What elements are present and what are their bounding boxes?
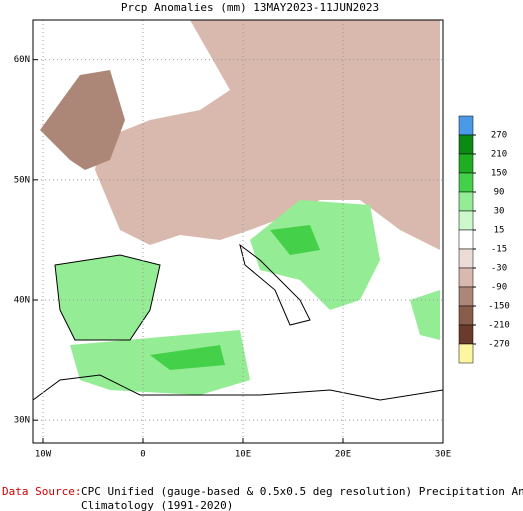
colorbar-label: 150 — [491, 169, 507, 179]
colorbar-swatch — [458, 324, 474, 345]
source-text: CPC Unified (gauge-based & 0.5x0.5 deg r… — [81, 485, 523, 498]
x-tick-label: 10W — [35, 450, 52, 460]
colorbar-swatch — [458, 286, 474, 307]
colorbar-swatch — [458, 153, 474, 174]
colorbar-label: -150 — [488, 302, 510, 312]
colorbar-label: -270 — [488, 340, 510, 350]
colorbar-swatch — [458, 229, 474, 250]
y-tick-label: 30N — [14, 416, 30, 426]
colorbar-swatch — [458, 343, 474, 364]
colorbar-label: -30 — [491, 264, 507, 274]
coastline — [239, 243, 311, 326]
wet-anomaly — [55, 255, 160, 340]
colorbar-label: -90 — [491, 283, 507, 293]
colorbar-swatch — [458, 305, 474, 326]
x-tick-label: 20E — [335, 450, 351, 460]
x-tick-label: 10E — [235, 450, 251, 460]
x-tick-label: 30E — [435, 450, 451, 460]
map-frame — [32, 19, 444, 444]
colorbar-label: 270 — [491, 131, 507, 141]
dry-anomaly — [40, 70, 125, 170]
climatology: Climatology (1991-2020) — [81, 499, 233, 511]
colorbar-swatch — [458, 191, 474, 212]
map-area — [32, 20, 444, 401]
colorbar-label: 30 — [494, 207, 505, 217]
coastline — [54, 254, 161, 341]
coastline — [32, 374, 444, 401]
dry-anomaly — [95, 20, 440, 250]
source-label: Data Source: — [2, 485, 81, 498]
wet-anomaly — [270, 225, 320, 255]
colorbar-swatch — [458, 248, 474, 269]
y-tick-label: 50N — [14, 175, 30, 185]
colorbar-label: 210 — [491, 150, 507, 160]
colorbar: 270 210 150 90 30 15 -15 -30 -90 -150 -210 -270 — [458, 115, 510, 364]
colorbar-label: 90 — [494, 188, 505, 198]
colorbar-label: -15 — [491, 245, 507, 255]
wet-anomaly — [250, 200, 380, 310]
colorbar-swatch — [458, 134, 474, 155]
y-tick-label: 40N — [14, 295, 30, 305]
wet-anomaly — [410, 290, 440, 340]
wet-anomaly — [150, 345, 225, 370]
colorbar-swatch — [458, 115, 474, 136]
colorbar-swatch — [458, 172, 474, 193]
map-title: Prcp Anomalies (mm) 13MAY2023-11JUN2023 — [121, 1, 379, 14]
colorbar-swatch — [458, 210, 474, 231]
colorbar-swatch — [458, 267, 474, 288]
colorbar-label: -210 — [488, 321, 510, 331]
y-tick-label: 60N — [14, 55, 30, 65]
colorbar-label: 15 — [494, 226, 505, 236]
x-tick-label: 0 — [140, 450, 145, 460]
